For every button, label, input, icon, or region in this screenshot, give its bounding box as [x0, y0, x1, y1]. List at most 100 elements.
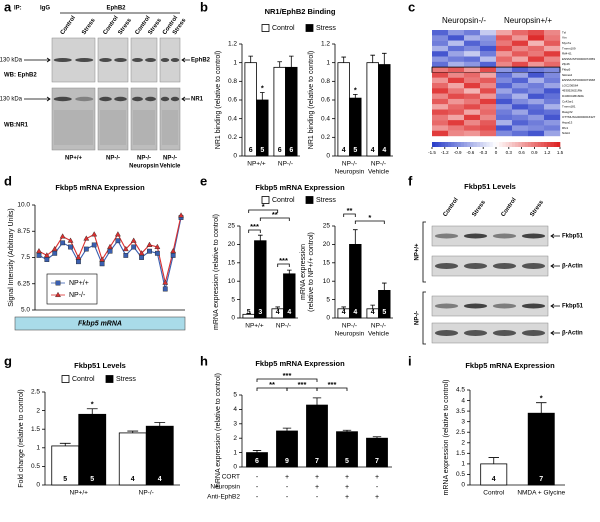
- y-axis-label: Fold change (relative to control): [18, 389, 25, 487]
- blot-band: [114, 96, 127, 102]
- heatmap-cell: [448, 114, 465, 121]
- y-tick-label: 4: [233, 406, 237, 413]
- bar: [145, 425, 174, 486]
- error-bar: [372, 436, 382, 439]
- heatmap-cell: [432, 88, 449, 94]
- comparison-bracket: [354, 220, 385, 224]
- chart-title: Fkbp5 mRNA Expression: [255, 183, 345, 192]
- gene-label: ENSMUST00000072959: [562, 57, 595, 61]
- blot-band: [463, 233, 488, 239]
- condition-value: +: [345, 484, 349, 491]
- y-tick-label: 0.8: [228, 78, 237, 85]
- n-label: 4: [287, 309, 291, 316]
- legend-label: Control: [272, 25, 295, 32]
- colorbar-label: 0.3: [506, 150, 513, 155]
- heatmap-cell: [512, 35, 529, 41]
- heatmap-cell: [496, 30, 513, 36]
- colorbar-swatch: [441, 142, 446, 147]
- data-point: [114, 231, 121, 237]
- condition-name: CORT: [222, 474, 240, 481]
- comparison-label: ***: [298, 380, 307, 389]
- heatmap-cell: [480, 56, 497, 62]
- comparison-label: ***: [283, 371, 292, 380]
- heatmap-cell: [464, 77, 481, 84]
- heatmap-cell: [480, 104, 497, 110]
- x-band: [14, 316, 186, 331]
- gene-label: Rtl4-61: [562, 52, 572, 56]
- y-tick-label: 0: [326, 315, 330, 322]
- condition-value: -: [256, 474, 259, 481]
- target-label: NR1: [191, 97, 204, 103]
- error-bar: [370, 304, 376, 309]
- condition-name: Anti-EphB2: [207, 494, 240, 501]
- data-point: [170, 252, 176, 258]
- y-axis-label: NR1 binding (relative to control): [308, 51, 315, 149]
- heatmap-cell: [464, 104, 481, 110]
- colorbar-swatch: [438, 142, 442, 147]
- smear: [54, 110, 93, 145]
- condition-value: -: [316, 494, 319, 501]
- y-tick-label: 10.0: [17, 202, 30, 209]
- colorbar-label: 0: [495, 150, 498, 155]
- colorbar-swatch: [534, 142, 538, 147]
- condition-value: -: [286, 494, 289, 501]
- heatmap-cell: [464, 130, 481, 137]
- data-point: [122, 245, 129, 252]
- heatmap-cell: [528, 93, 545, 100]
- n-label: 7: [315, 458, 319, 465]
- heatmap-cell: [496, 114, 513, 121]
- error-bar: [257, 234, 263, 241]
- x-tick-label: NP-/-: [371, 161, 386, 168]
- n-label: 5: [63, 476, 67, 483]
- heatmap-cell: [432, 125, 449, 131]
- x-tick-label: NP-/-: [278, 161, 293, 168]
- gene-label: ENSMUST00000073668: [562, 78, 595, 82]
- legend-label: Stress: [316, 25, 336, 32]
- heatmap-cell: [512, 40, 529, 47]
- blot-band: [434, 233, 459, 239]
- heatmap-cell: [544, 120, 561, 126]
- y-axis-label: Signal Intensity (Arbitrary Units): [8, 208, 15, 306]
- heatmap-cell: [464, 56, 481, 62]
- blot-band: [492, 303, 517, 309]
- heatmap-cell: [464, 109, 481, 115]
- size-arrow: [24, 96, 51, 102]
- heatmap-cell: [496, 130, 513, 137]
- heatmap-cell: [448, 45, 465, 52]
- heatmap-cell: [432, 98, 449, 105]
- blot-band: [170, 96, 180, 102]
- heatmap-cell: [544, 35, 561, 41]
- colorbar-label: 1.2: [544, 150, 551, 155]
- heatmap-cell: [448, 104, 465, 110]
- heatmap-cell: [544, 61, 561, 68]
- heatmap-cell: [464, 40, 481, 47]
- panel-label: b: [200, 0, 208, 14]
- panel-label: e: [200, 173, 207, 188]
- data-point: [178, 212, 184, 218]
- n-label: 5: [382, 309, 386, 316]
- colorbar-swatch: [473, 142, 478, 147]
- blot-panel: [431, 225, 549, 247]
- n-label: 4: [342, 309, 346, 316]
- bar: [337, 62, 350, 157]
- n-label: 5: [353, 147, 357, 154]
- error-bar: [127, 430, 139, 433]
- n-label: 6: [255, 458, 259, 465]
- y-tick-label: 3.5: [456, 408, 465, 415]
- heatmap-cell: [544, 72, 561, 78]
- y-tick-label: 10: [228, 278, 236, 285]
- heatmap-cell: [480, 83, 497, 89]
- heatmap-cell: [544, 109, 561, 115]
- heatmap-cell: [464, 93, 481, 100]
- panel-label: i: [408, 353, 412, 368]
- data-point: [107, 248, 113, 254]
- antibody-label: IgG: [40, 6, 50, 12]
- heatmap-cell: [448, 77, 465, 84]
- comparison-bracket: [259, 217, 290, 221]
- heatmap-cell: [544, 83, 561, 89]
- band-arrow: [550, 233, 560, 239]
- panel-label: g: [4, 353, 12, 368]
- heatmap-cell: [512, 30, 529, 36]
- heatmap-cell: [528, 77, 545, 84]
